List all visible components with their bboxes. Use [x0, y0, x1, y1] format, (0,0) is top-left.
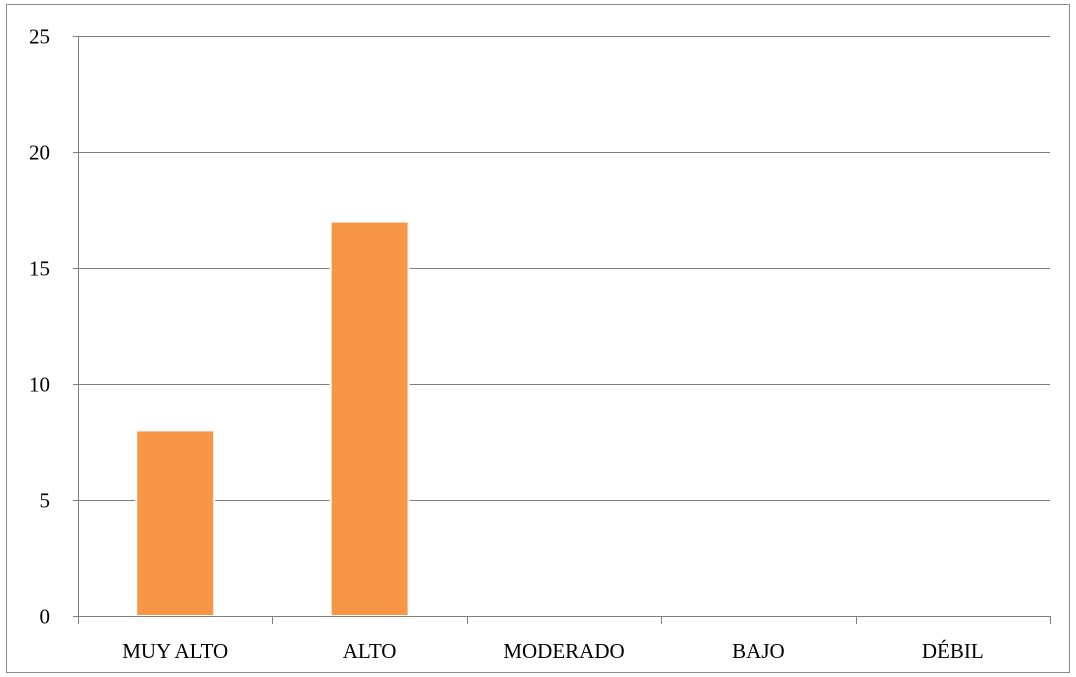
y-tick-label-0: 0	[40, 605, 51, 629]
x-tick-label-débil: DÉBIL	[922, 639, 984, 663]
bar-muy-alto	[135, 429, 216, 617]
y-tick-label-5: 5	[40, 489, 51, 513]
y-tick-labels: 0 5 10 15 20 25	[29, 25, 50, 629]
chart-frame: 0 5 10 15 20 25 MUY ALTO ALTO MODERADO BAJO DÉBIL	[6, 4, 1070, 673]
bars	[135, 220, 410, 617]
y-tick-label-25: 25	[29, 25, 50, 49]
y-tick-label-10: 10	[29, 373, 50, 397]
bar-alto	[329, 220, 410, 617]
gridlines	[73, 36, 1050, 501]
x-tick-label-moderado: MODERADO	[503, 639, 624, 663]
x-tick-label-alto: ALTO	[343, 639, 397, 663]
axes	[73, 36, 1051, 624]
x-tick-label-muy-alto: MUY ALTO	[122, 639, 228, 663]
y-tick-label-20: 20	[29, 141, 50, 165]
x-tick-label-bajo: BAJO	[732, 639, 785, 663]
x-tick-labels: MUY ALTO ALTO MODERADO BAJO DÉBIL	[122, 639, 984, 663]
y-tick-label-15: 15	[29, 257, 50, 281]
bar-chart: 0 5 10 15 20 25 MUY ALTO ALTO MODERADO BAJO DÉBIL	[29, 25, 1051, 663]
